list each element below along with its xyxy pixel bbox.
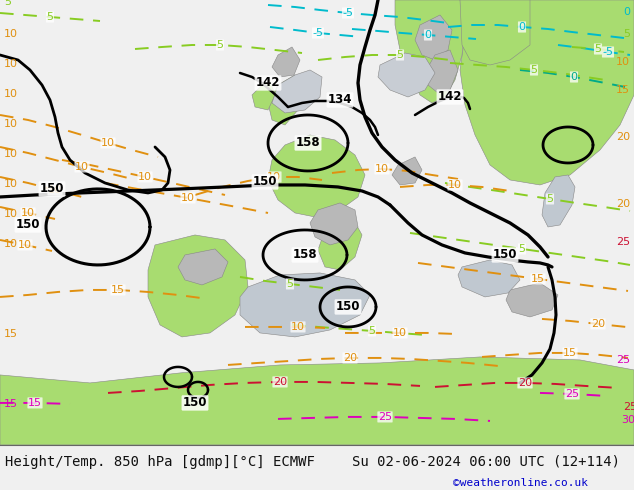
Text: 10: 10	[291, 322, 305, 332]
Text: 15: 15	[4, 329, 18, 339]
Text: 25: 25	[616, 237, 630, 247]
Text: 142: 142	[256, 76, 280, 90]
Polygon shape	[392, 157, 422, 185]
Text: 20: 20	[518, 378, 532, 388]
Text: 15: 15	[4, 399, 18, 409]
Text: 20: 20	[616, 132, 630, 142]
Text: 10: 10	[181, 193, 195, 203]
Text: 25: 25	[623, 402, 634, 412]
Text: 134: 134	[328, 94, 353, 106]
Text: 10: 10	[448, 180, 462, 190]
Text: 10: 10	[375, 164, 389, 174]
Polygon shape	[272, 47, 300, 77]
Text: 150: 150	[183, 396, 207, 410]
Polygon shape	[272, 70, 322, 113]
Text: 158: 158	[295, 137, 320, 149]
Text: 150: 150	[336, 300, 360, 314]
Text: 15: 15	[111, 285, 125, 295]
Polygon shape	[458, 260, 520, 297]
Text: 142: 142	[437, 91, 462, 103]
Text: 10: 10	[4, 149, 18, 159]
Text: 5: 5	[287, 279, 294, 289]
Text: 5: 5	[595, 44, 602, 54]
Text: 5: 5	[531, 65, 538, 75]
Text: 5: 5	[519, 244, 526, 254]
Polygon shape	[310, 203, 358, 245]
Text: 20: 20	[273, 377, 287, 387]
Polygon shape	[428, 50, 458, 93]
Text: 0: 0	[425, 30, 432, 40]
Text: 25: 25	[616, 355, 630, 365]
Text: 10: 10	[4, 29, 18, 39]
Text: 10: 10	[4, 179, 18, 189]
Polygon shape	[378, 53, 435, 97]
Text: 150: 150	[493, 248, 517, 262]
Text: 10: 10	[393, 328, 407, 338]
Polygon shape	[395, 0, 465, 103]
Polygon shape	[542, 175, 575, 227]
Text: 25: 25	[565, 389, 579, 399]
Polygon shape	[335, 280, 360, 310]
Text: 15: 15	[563, 348, 577, 358]
Text: 5: 5	[396, 50, 403, 60]
Text: 0: 0	[623, 7, 630, 17]
Text: 10: 10	[4, 89, 18, 99]
Text: Su 02-06-2024 06:00 UTC (12+114): Su 02-06-2024 06:00 UTC (12+114)	[352, 455, 620, 468]
Text: 10: 10	[18, 240, 32, 250]
Polygon shape	[178, 249, 228, 285]
Text: 5: 5	[4, 0, 11, 7]
Text: -5: -5	[342, 8, 354, 18]
Text: 10: 10	[138, 172, 152, 182]
Polygon shape	[0, 357, 634, 445]
Text: 20: 20	[591, 319, 605, 329]
Text: 5: 5	[46, 12, 53, 22]
Text: 0: 0	[571, 72, 578, 82]
Text: 10: 10	[75, 162, 89, 172]
Text: 20: 20	[343, 353, 357, 363]
Text: 10: 10	[4, 239, 18, 249]
Polygon shape	[460, 0, 530, 65]
Text: 5: 5	[216, 40, 224, 50]
Polygon shape	[318, 217, 362, 270]
Polygon shape	[268, 75, 302, 125]
Text: Height/Temp. 850 hPa [gdmp][°C] ECMWF: Height/Temp. 850 hPa [gdmp][°C] ECMWF	[5, 455, 315, 468]
Text: 5: 5	[547, 194, 553, 204]
Polygon shape	[506, 283, 558, 317]
Text: 15: 15	[28, 398, 42, 408]
Polygon shape	[252, 80, 275, 110]
Text: 10: 10	[4, 209, 18, 219]
Text: 10: 10	[48, 185, 62, 195]
Text: -5: -5	[313, 28, 323, 38]
Text: 150: 150	[16, 219, 40, 231]
Text: 10: 10	[4, 119, 18, 129]
Text: 15: 15	[531, 274, 545, 284]
Text: 0: 0	[519, 22, 526, 32]
Text: 20: 20	[616, 199, 630, 209]
Text: 10: 10	[101, 138, 115, 148]
Polygon shape	[268, 135, 365, 217]
Text: 10: 10	[267, 172, 281, 182]
Polygon shape	[460, 0, 634, 185]
Text: 30: 30	[621, 415, 634, 425]
Polygon shape	[240, 273, 370, 337]
Text: 150: 150	[40, 182, 64, 196]
Text: 15: 15	[616, 85, 630, 95]
Text: 25: 25	[378, 412, 392, 422]
Text: -5: -5	[602, 47, 614, 57]
Text: 10: 10	[616, 57, 630, 67]
Text: 150: 150	[253, 175, 277, 189]
Polygon shape	[415, 15, 452, 60]
Text: ©weatheronline.co.uk: ©weatheronline.co.uk	[453, 478, 588, 488]
Text: 10: 10	[4, 59, 18, 69]
Text: 5: 5	[368, 326, 375, 336]
Text: 10: 10	[21, 208, 35, 218]
Polygon shape	[148, 235, 248, 337]
Text: 158: 158	[293, 248, 317, 262]
Text: 5: 5	[623, 29, 630, 39]
